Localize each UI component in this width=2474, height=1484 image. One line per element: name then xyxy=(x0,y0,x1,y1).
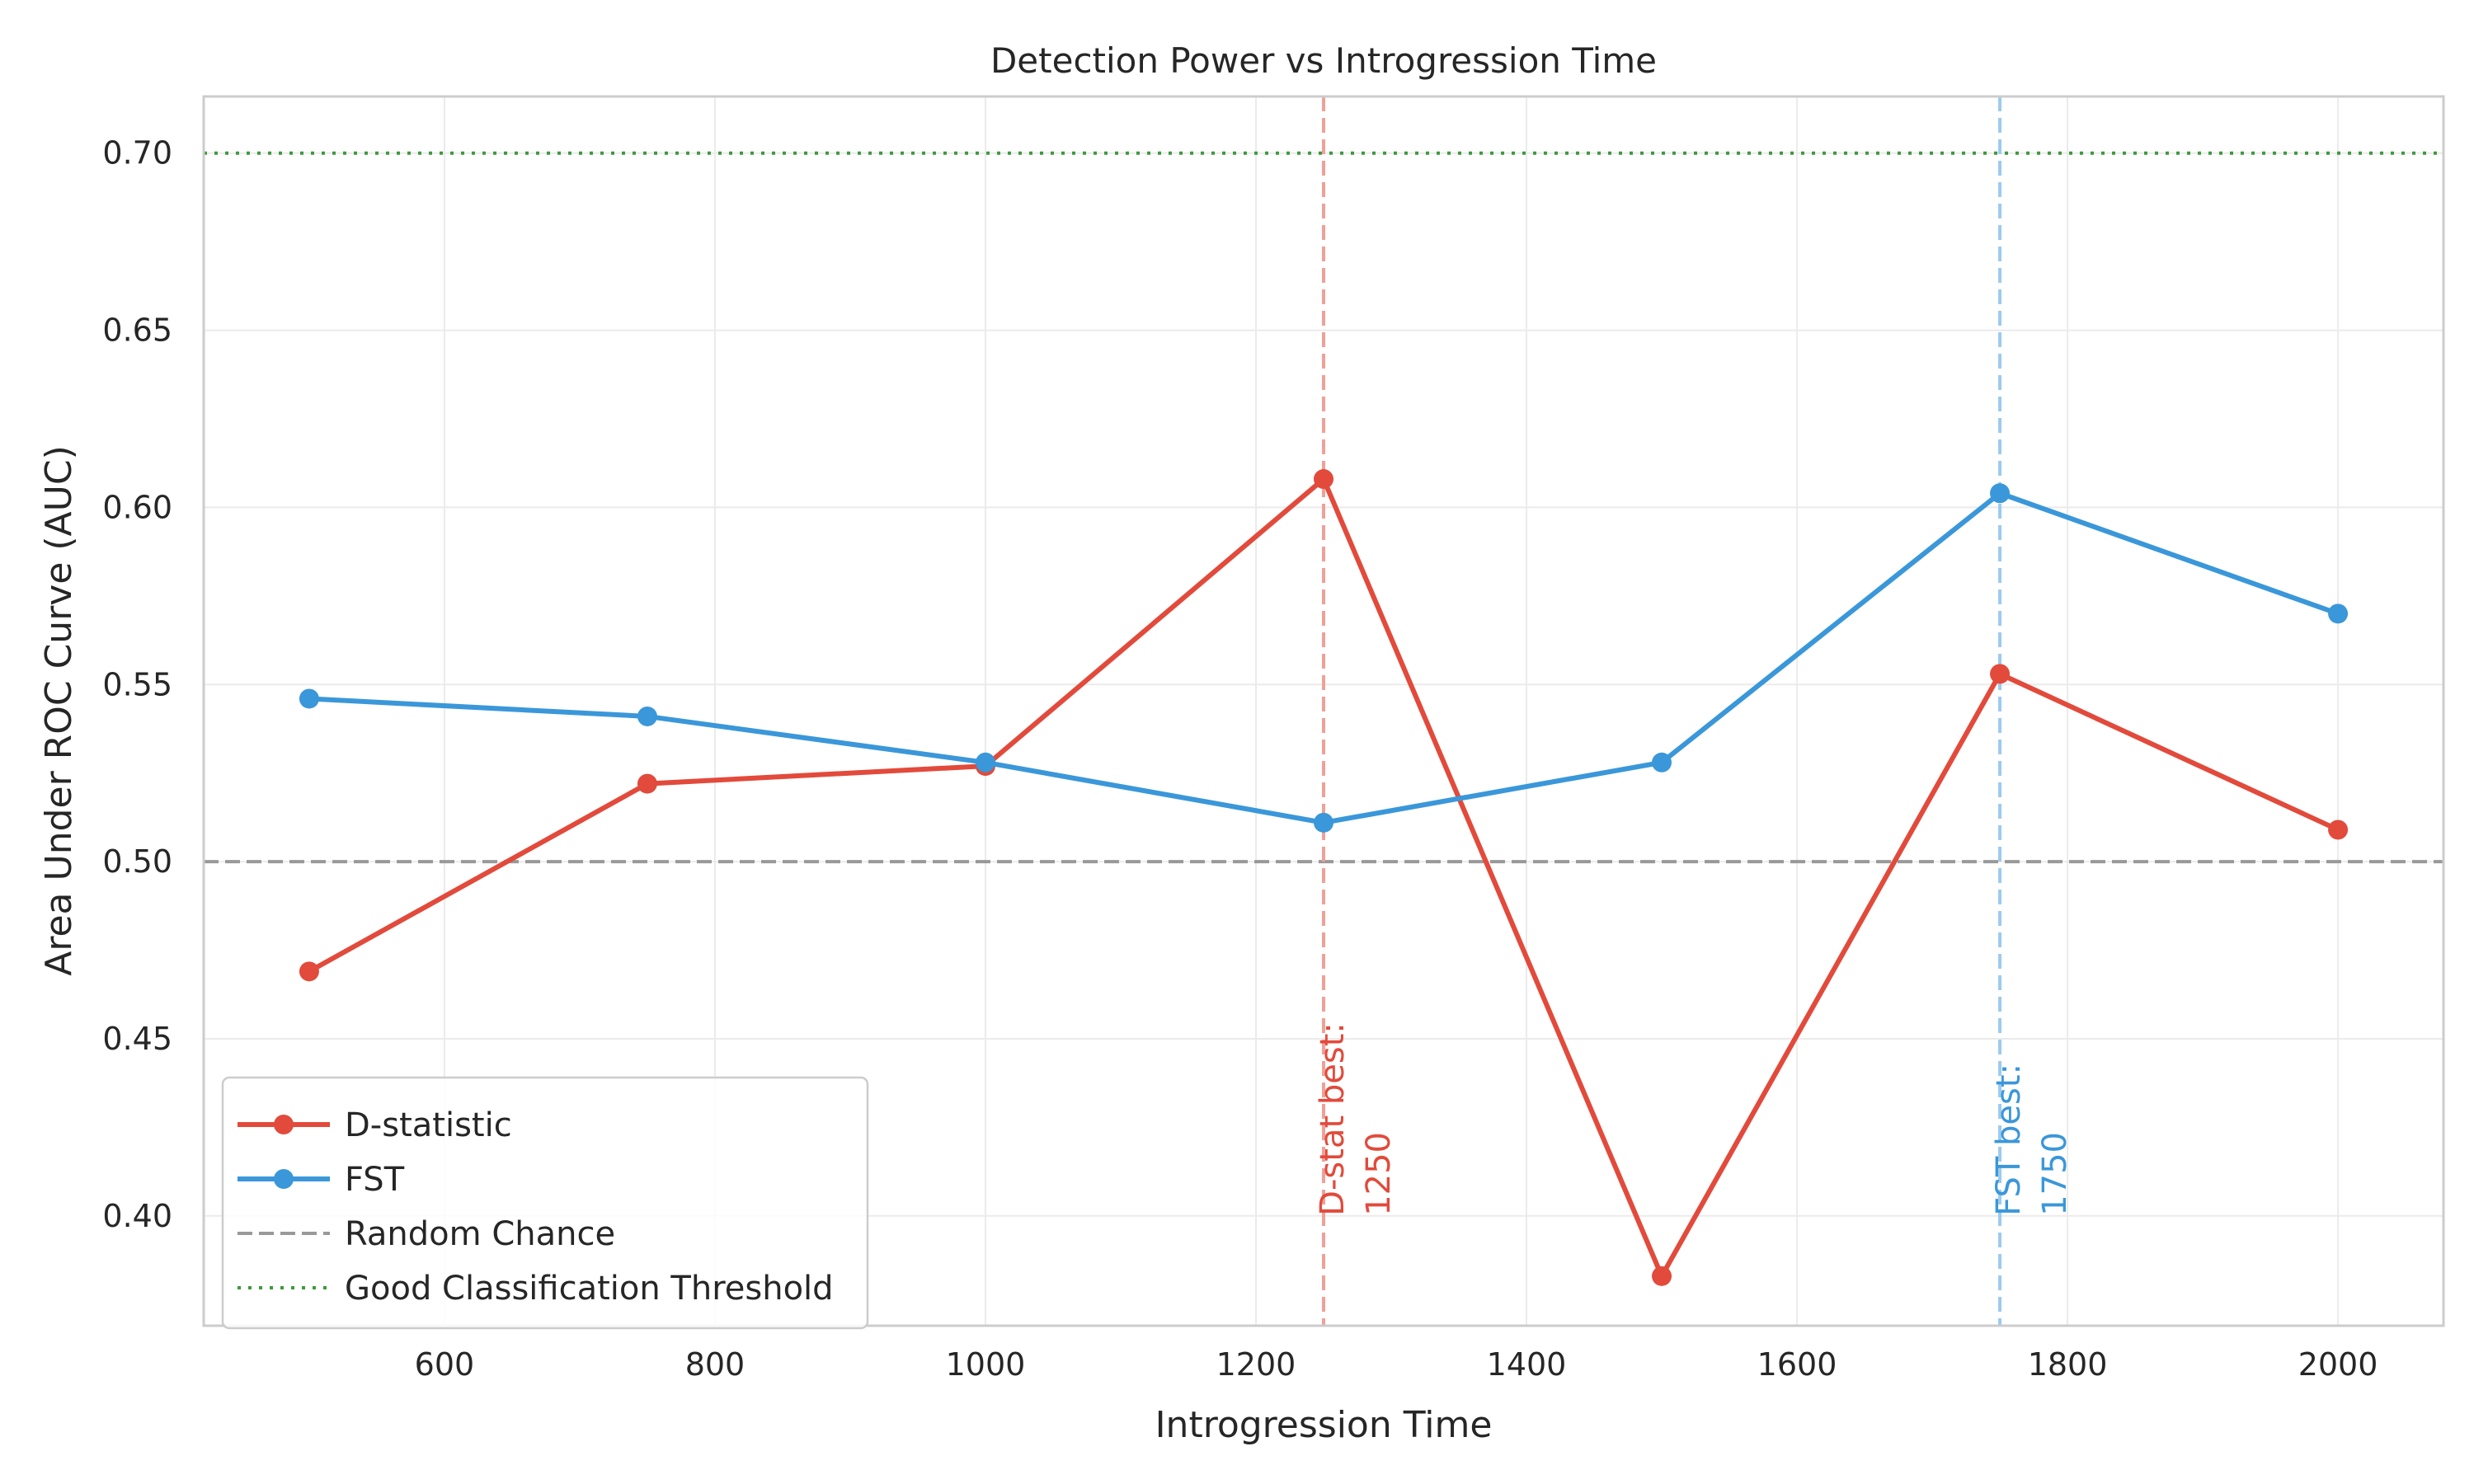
data-point xyxy=(299,688,319,709)
x-tick-label: 1800 xyxy=(2028,1346,2108,1383)
y-tick-label: 0.65 xyxy=(102,312,172,349)
data-point xyxy=(637,773,657,794)
legend-marker xyxy=(274,1115,294,1134)
x-tick-label: 1200 xyxy=(1216,1346,1296,1383)
x-tick-label: 2000 xyxy=(2298,1346,2378,1383)
y-tick-label: 0.70 xyxy=(102,135,172,171)
y-tick-label: 0.55 xyxy=(102,666,172,702)
annotation-line: D-stat best: xyxy=(1314,1022,1352,1216)
tick-labels: 600 800 1000 1200 1400 1600 1800 2000 0.40 0.45 0.… xyxy=(102,135,2378,1383)
data-point xyxy=(299,961,319,982)
data-point xyxy=(1652,1266,1672,1286)
annotations: D-stat best: 1250 FST best: 1750 xyxy=(1314,1022,2074,1216)
y-tick-label: 0.50 xyxy=(102,843,172,880)
data-point xyxy=(1314,469,1333,490)
y-axis-label: Area Under ROC Curve (AUC) xyxy=(38,445,80,975)
legend: D-statistic FST Random Chance Good Classifi… xyxy=(221,1076,869,1330)
x-tick-label: 1000 xyxy=(946,1346,1026,1383)
x-tick-label: 1600 xyxy=(1757,1346,1837,1383)
annotation: FST best: 1750 xyxy=(1990,1064,2074,1216)
legend-box xyxy=(221,1076,869,1330)
legend-label: D-statistic xyxy=(345,1106,512,1144)
plot-frame xyxy=(202,95,2445,1327)
data-point xyxy=(975,752,995,773)
data-point xyxy=(1990,664,2011,684)
data-point xyxy=(637,706,657,726)
annotation-line: 1250 xyxy=(1360,1132,1398,1216)
annotation-line: 1750 xyxy=(2036,1132,2074,1216)
annotation: D-stat best: 1250 xyxy=(1314,1022,1398,1216)
legend-marker xyxy=(274,1169,294,1189)
reference-lines xyxy=(204,96,2443,1326)
data-point xyxy=(2328,819,2349,840)
data-point xyxy=(2328,603,2349,624)
chart-title: Detection Power vs Introgression Time xyxy=(990,40,1657,81)
y-tick-label: 0.40 xyxy=(102,1198,172,1234)
series-lines xyxy=(299,469,2349,1286)
y-tick-label: 0.60 xyxy=(102,489,172,525)
y-tick-label: 0.45 xyxy=(102,1021,172,1057)
data-point xyxy=(1990,483,2011,504)
annotation-line: FST best: xyxy=(1990,1064,2028,1216)
data-point xyxy=(1652,752,1672,773)
x-tick-label: 600 xyxy=(415,1346,475,1383)
x-tick-label: 800 xyxy=(685,1346,745,1383)
x-axis-label: Introgression Time xyxy=(1155,1404,1493,1446)
legend-label: Random Chance xyxy=(345,1215,615,1253)
legend-label: Good Classification Threshold xyxy=(345,1270,834,1308)
x-tick-label: 1400 xyxy=(1487,1346,1567,1383)
data-point xyxy=(1314,812,1333,833)
legend-label: FST xyxy=(345,1161,405,1199)
